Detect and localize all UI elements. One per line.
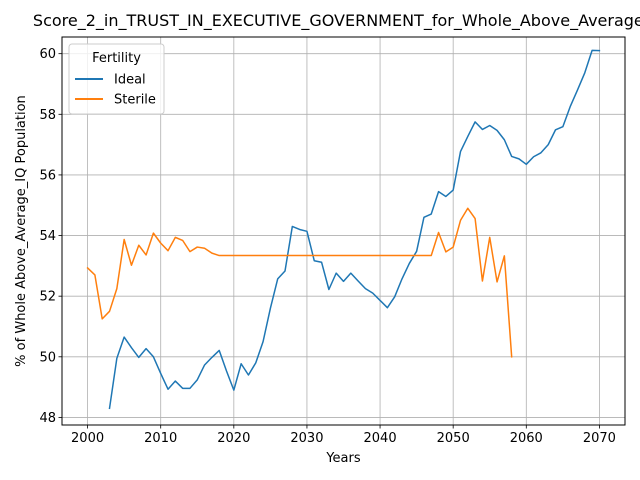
x-tick-label: 2050 [437, 431, 470, 446]
y-tick-label: 50 [39, 350, 56, 365]
x-tick-label: 2030 [290, 431, 323, 446]
x-axis-title: Years [325, 451, 361, 466]
plot-area-frame [61, 36, 626, 426]
x-tick-label: 2000 [71, 431, 104, 446]
y-tick-label: 60 [39, 47, 56, 62]
y-tick-label: 48 [39, 411, 56, 426]
y-tick-label: 58 [39, 108, 56, 123]
x-tick-label: 2040 [364, 431, 397, 446]
legend-box [68, 43, 165, 115]
series-lines [86, 49, 601, 410]
legend-title: Fertility [92, 51, 141, 66]
axis-ticks: 2000 2010 2020 2030 2040 2050 2060 2070 48 50 52 54… [39, 47, 616, 446]
x-tick-label: 2010 [144, 431, 177, 446]
x-tick-label: 2070 [583, 431, 616, 446]
grid-lines [62, 37, 625, 425]
legend: Fertility Ideal Sterile [68, 43, 165, 115]
legend-label-sterile: Sterile [114, 93, 156, 108]
series-line-sterile [86, 207, 513, 358]
y-tick-label: 56 [39, 168, 56, 183]
y-axis-title: % of Whole Above_Average_IQ Population [14, 95, 29, 367]
y-tick-label: 52 [39, 290, 56, 305]
legend-label-ideal: Ideal [114, 73, 146, 88]
series-line-ideal [108, 49, 601, 410]
chart-title: Score_2_in_TRUST_IN_EXECUTIVE_GOVERNMENT… [33, 11, 640, 31]
y-tick-label: 54 [39, 229, 56, 244]
x-tick-label: 2060 [510, 431, 543, 446]
x-tick-label: 2020 [217, 431, 250, 446]
